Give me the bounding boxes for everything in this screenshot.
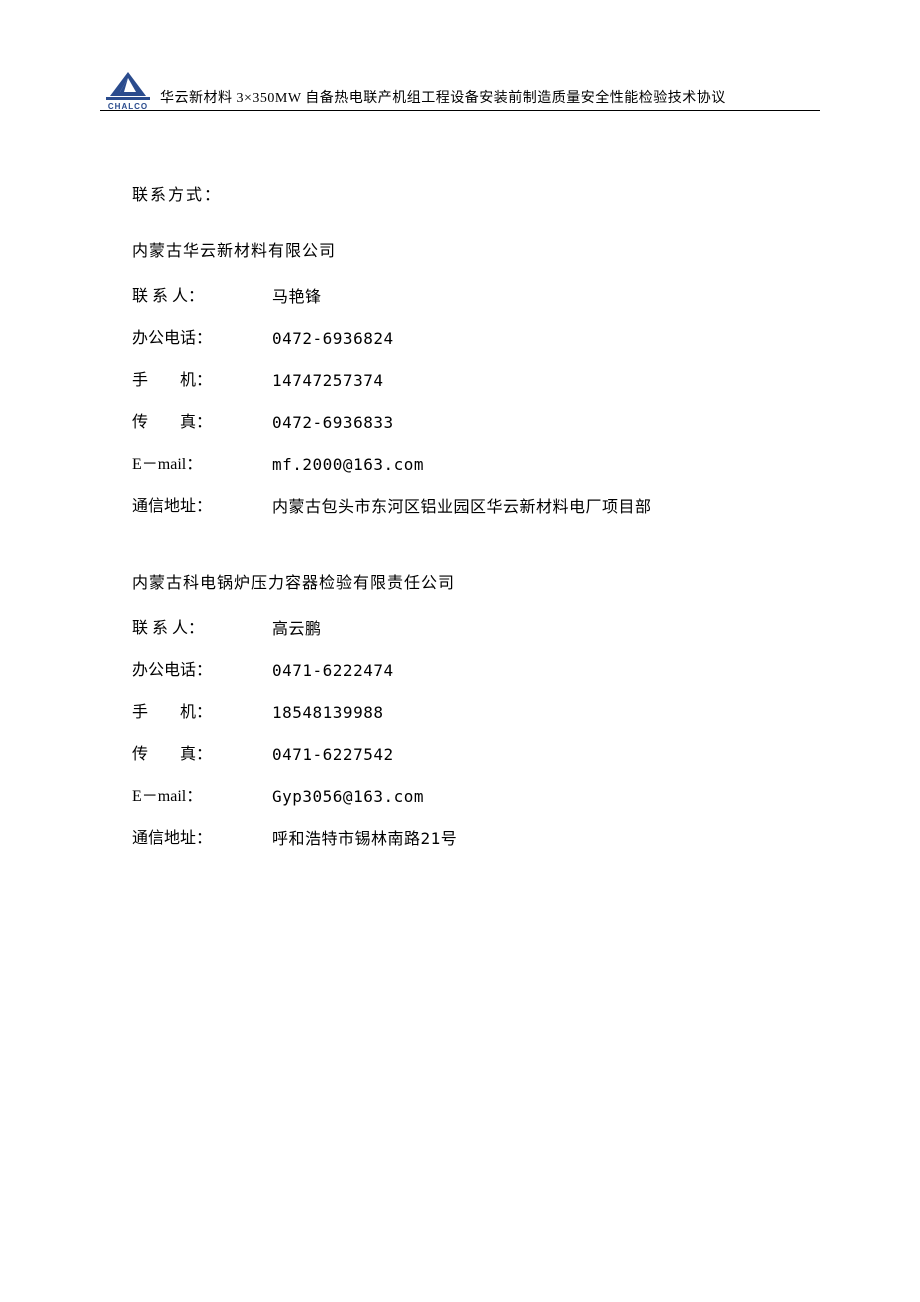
company-block-2: 内蒙古科电锅炉压力容器检验有限责任公司 联 系 人： 高云鹏 办公电话： 047… <box>100 569 820 851</box>
company-name: 内蒙古科电锅炉压力容器检验有限责任公司 <box>132 569 820 593</box>
contact-row: E－mail： Gyp3056@163.com <box>132 785 820 809</box>
chalco-logo: CHALCO <box>100 70 156 110</box>
contact-row: 手 机： 14747257374 <box>132 369 820 393</box>
contact-row: 联 系 人： 高云鹏 <box>132 617 820 641</box>
fax-value: 0471-6227542 <box>272 743 820 767</box>
contact-label: 手 机： <box>132 701 272 725</box>
fax-value: 0472-6936833 <box>272 411 820 435</box>
contact-row: 办公电话： 0472-6936824 <box>132 327 820 351</box>
section-title: 联系方式： <box>132 181 820 205</box>
contact-label: 通信地址： <box>132 495 272 519</box>
contact-block: 联 系 人： 高云鹏 办公电话： 0471-6222474 手 机： 18548… <box>132 617 820 851</box>
contact-label: E－mail： <box>132 453 272 477</box>
svg-text:CHALCO: CHALCO <box>108 102 148 110</box>
address-value: 内蒙古包头市东河区铝业园区华云新材料电厂项目部 <box>272 495 820 519</box>
mobile-value: 18548139988 <box>272 701 820 725</box>
contact-row: 传 真： 0472-6936833 <box>132 411 820 435</box>
contact-row: 手 机： 18548139988 <box>132 701 820 725</box>
contact-person-value: 马艳锋 <box>272 285 820 309</box>
contact-label: 通信地址： <box>132 827 272 851</box>
contact-row: 通信地址： 内蒙古包头市东河区铝业园区华云新材料电厂项目部 <box>132 495 820 519</box>
email-value: mf.2000@163.com <box>272 453 820 477</box>
contact-label: 传 真： <box>132 743 272 767</box>
contact-row: 通信地址： 呼和浩特市锡林南路21号 <box>132 827 820 851</box>
contact-label: 手 机： <box>132 369 272 393</box>
contact-person-value: 高云鹏 <box>272 617 820 641</box>
company-block-1: 内蒙古华云新材料有限公司 联 系 人： 马艳锋 办公电话： 0472-69368… <box>100 237 820 519</box>
contact-label: 传 真： <box>132 411 272 435</box>
email-value: Gyp3056@163.com <box>272 785 820 809</box>
company-name: 内蒙古华云新材料有限公司 <box>132 237 820 261</box>
contact-row: 办公电话： 0471-6222474 <box>132 659 820 683</box>
address-value: 呼和浩特市锡林南路21号 <box>272 827 820 851</box>
contact-block: 联 系 人： 马艳锋 办公电话： 0472-6936824 手 机： 14747… <box>132 285 820 519</box>
contact-label: E－mail： <box>132 785 272 809</box>
mobile-value: 14747257374 <box>272 369 820 393</box>
contact-label: 办公电话： <box>132 659 272 683</box>
contact-label: 办公电话： <box>132 327 272 351</box>
contact-label: 联 系 人： <box>132 617 272 641</box>
contact-label: 联 系 人： <box>132 285 272 309</box>
office-phone-value: 0471-6222474 <box>272 659 820 683</box>
contact-row: 传 真： 0471-6227542 <box>132 743 820 767</box>
contact-row: E－mail： mf.2000@163.com <box>132 453 820 477</box>
office-phone-value: 0472-6936824 <box>272 327 820 351</box>
contact-row: 联 系 人： 马艳锋 <box>132 285 820 309</box>
header-title: 华云新材料 3×350MW 自备热电联产机组工程设备安装前制造质量安全性能检验技… <box>160 91 726 108</box>
document-header: CHALCO 华云新材料 3×350MW 自备热电联产机组工程设备安装前制造质量… <box>100 70 820 111</box>
